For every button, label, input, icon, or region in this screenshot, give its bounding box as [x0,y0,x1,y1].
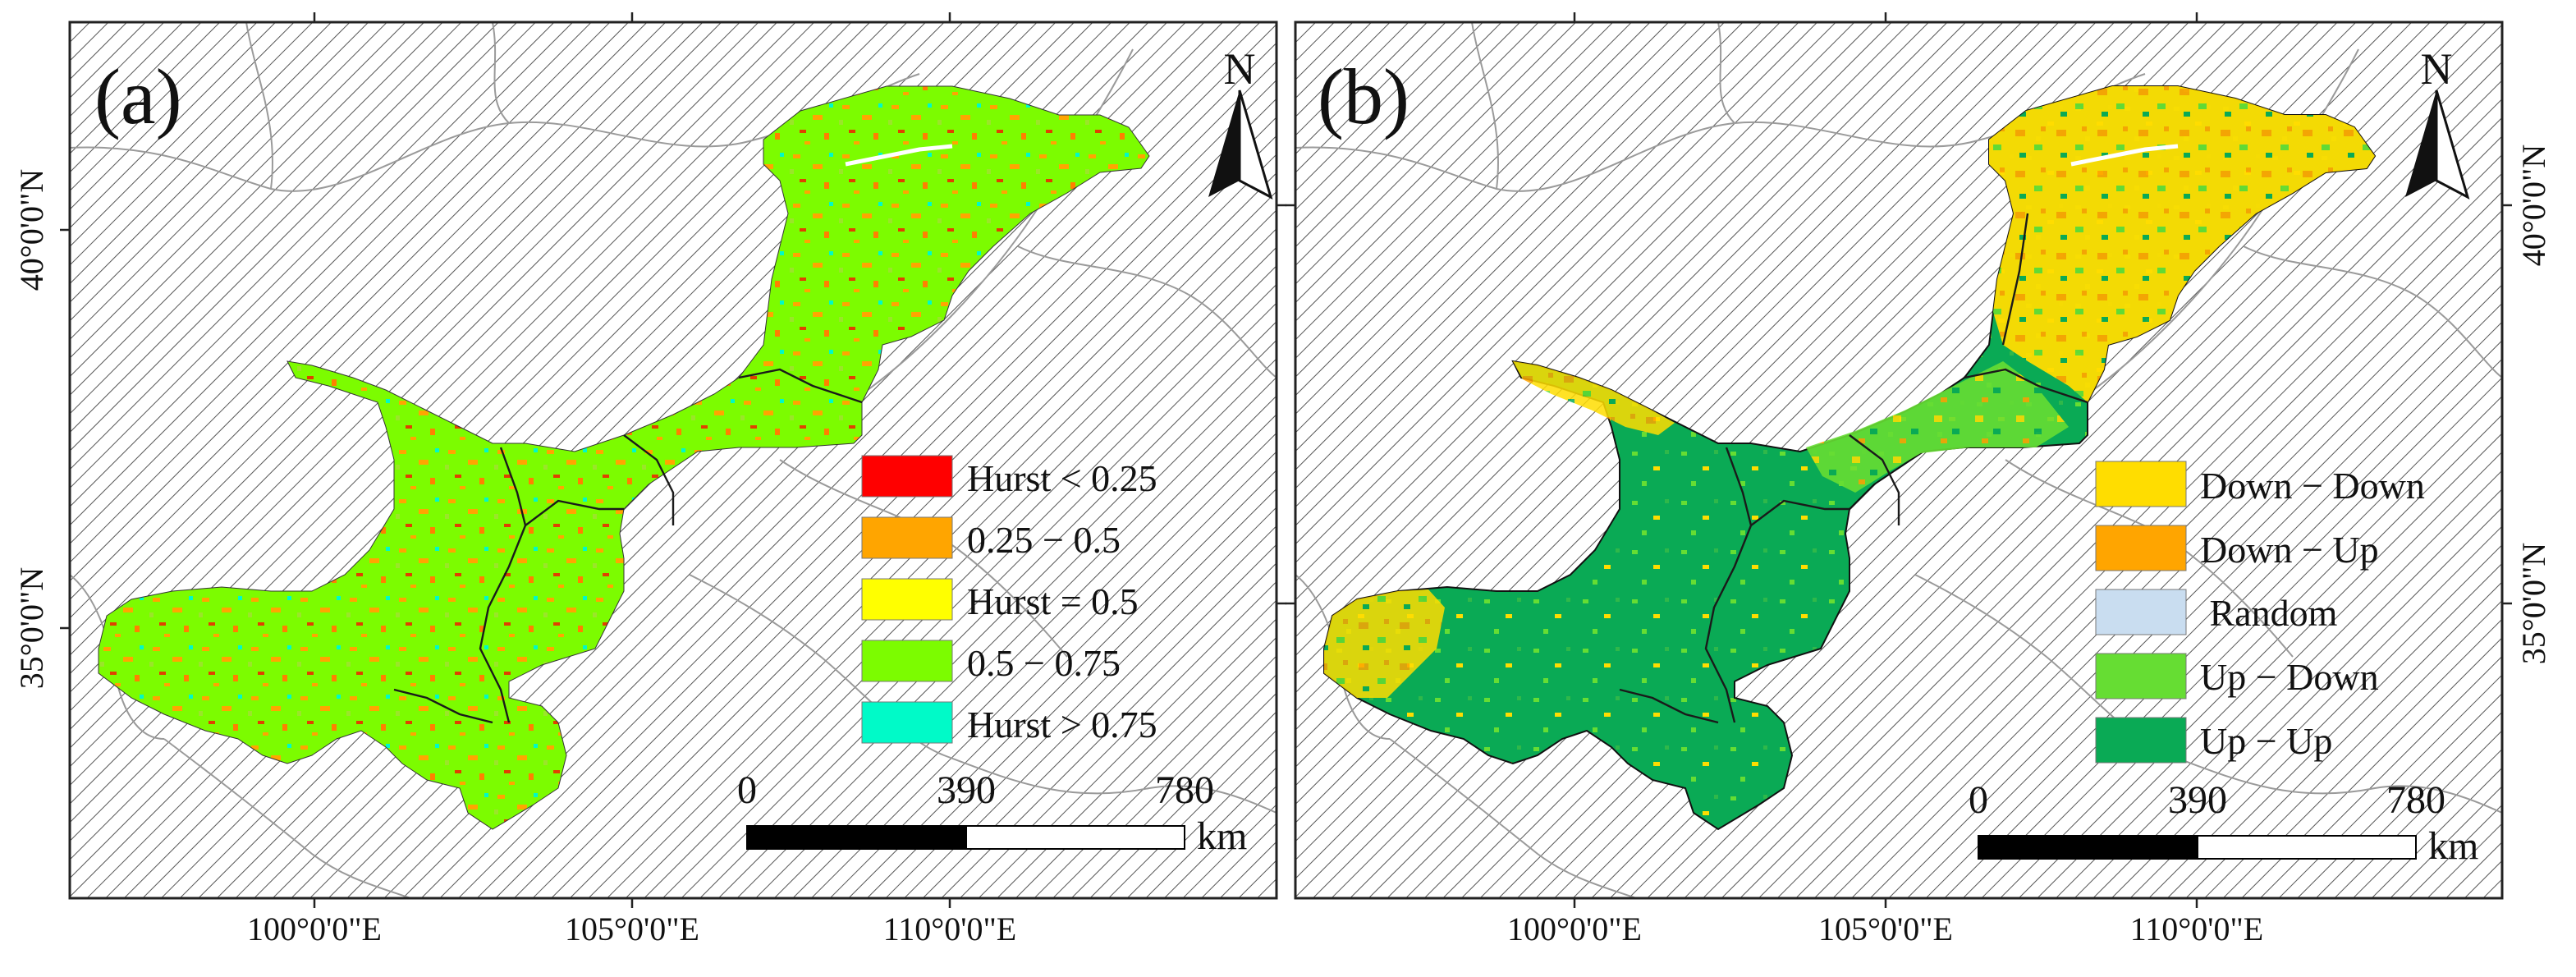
north-label: N [2421,44,2453,94]
legend-swatch [2095,589,2187,635]
legend-label: Hurst < 0.25 [967,457,1157,499]
scale-bar-black [746,825,967,850]
longitude-label: 100°0'0"E [1507,910,1642,947]
legend-swatch [2095,461,2187,507]
scale-bar-b: 0 390 780 km [1969,778,2478,868]
scale-tick-label: 390 [937,768,996,812]
panel-b: 100°0'0"E 105°0'0"E 110°0'0"E 40°0'0"N 3… [1286,12,2552,947]
panel-label-b: (b) [1318,53,1409,140]
legend-label: Up − Up [2200,720,2332,762]
scale-bar-white [2197,835,2417,860]
scale-unit: km [1197,814,1247,858]
legend-swatch [2095,653,2187,699]
scale-bar-a: 0 390 780 km [737,768,1247,858]
legend-swatch [861,516,953,559]
legend-label: Hurst > 0.75 [967,704,1157,745]
mixed-region [1806,361,2069,493]
map-frame-b [1294,21,2504,900]
sub-basin-boundaries-b [1619,213,2088,724]
latitude-label: 35°0'0"N [13,567,50,689]
legend-label: Down − Down [2200,465,2425,507]
north-arrow-icon: N [1208,44,1273,200]
legend-swatch [861,455,953,498]
latitude-label: 40°0'0"N [2515,144,2552,266]
longitude-label: 105°0'0"E [1818,910,1953,947]
down-trend-region [1989,86,2375,402]
legend-label: Down − Up [2200,529,2379,571]
legend-label: Hurst = 0.5 [967,580,1139,622]
legend-a: Hurst < 0.25 0.25 − 0.5 Hurst = 0.5 0.5 … [861,455,1157,745]
scale-tick-label: 390 [2168,778,2227,822]
legend-swatch [861,578,953,621]
legend-swatch [861,640,953,682]
basin-map-a [98,85,1150,830]
latitude-label: 35°0'0"N [2515,543,2552,664]
river-a [845,144,953,167]
scale-tick-label: 780 [1155,768,1214,812]
scale-unit: km [2428,824,2478,868]
northwest-strip [1513,361,1675,435]
scale-tick-label: 0 [737,768,757,812]
river-b [2070,144,2179,167]
map-frame-a [68,21,1278,900]
legend-b: Down − Down Down − Up Random Up − Down U… [2095,461,2425,764]
scale-tick-label: 0 [1969,778,1988,822]
panel-label-a: (a) [94,53,182,140]
latitude-label: 40°0'0"N [13,169,50,291]
sub-basin-boundaries-a [393,368,863,724]
legend-swatch [861,701,953,744]
scale-bar-white [965,825,1185,850]
longitude-label: 110°0'0"E [883,910,1016,947]
legend-swatch [2095,525,2187,571]
legend-label: 0.25 − 0.5 [967,519,1121,561]
western-mixed-region [1324,589,1445,698]
scale-bar-black [1978,835,2198,860]
legend-label: 0.5 − 0.75 [967,642,1121,684]
scale-tick-label: 780 [2386,778,2445,822]
legend-label: Up − Down [2200,656,2379,698]
panel-a: 100°0'0"E 105°0'0"E 110°0'0"E 40°0'0"N 3… [13,12,1286,947]
legend-swatch [2095,717,2187,764]
north-arrow-icon: N [2405,44,2470,200]
longitude-label: 100°0'0"E [247,910,382,947]
longitude-label: 105°0'0"E [565,910,699,947]
longitude-label: 110°0'0"E [2130,910,2263,947]
north-label: N [1224,44,1256,94]
legend-label: Random [2200,592,2338,634]
